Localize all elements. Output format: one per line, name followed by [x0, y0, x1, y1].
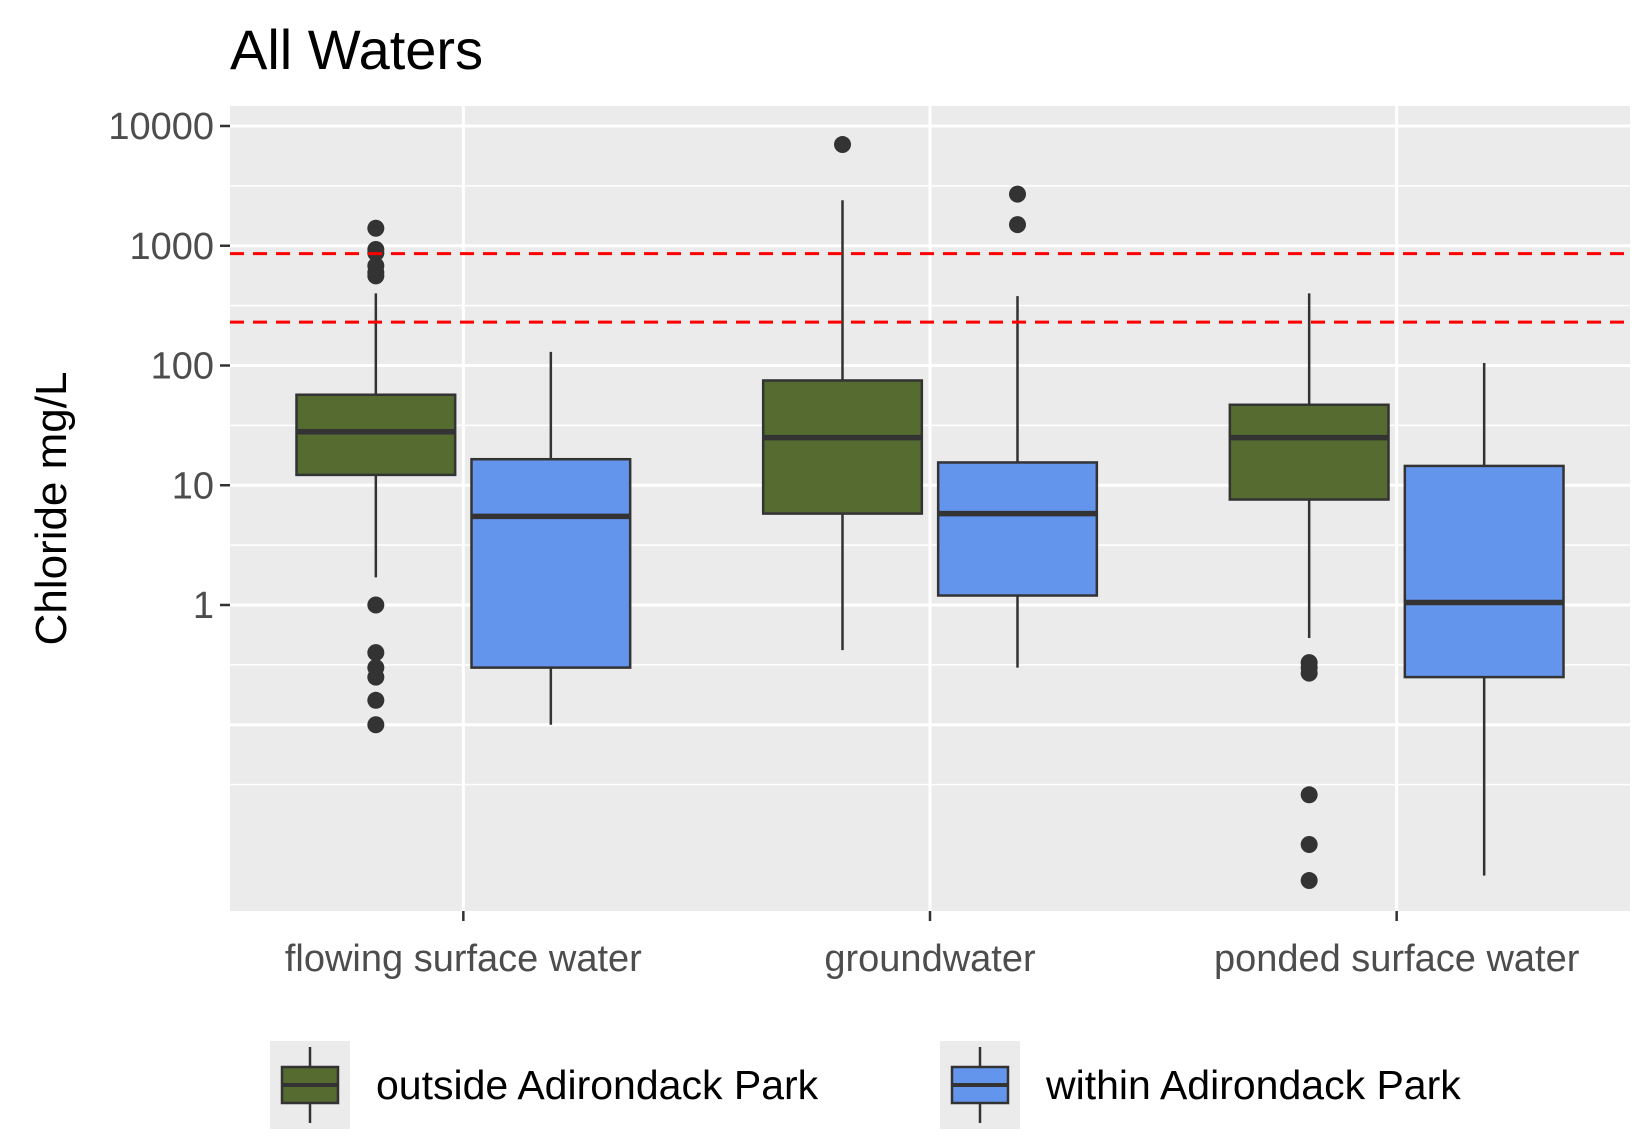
outlier-point: [367, 219, 385, 237]
x-tick-label: groundwater: [824, 938, 1036, 980]
x-tick-label: ponded surface water: [1214, 938, 1580, 980]
outlier-point: [367, 596, 385, 614]
y-tick-label: 1: [193, 585, 214, 627]
outlier-point: [1300, 872, 1318, 890]
y-tick-label: 10: [172, 465, 214, 507]
outlier-point: [367, 644, 385, 662]
legend-label: outside Adirondack Park: [376, 1061, 819, 1108]
legend-item: within Adirondack Park: [940, 1040, 1461, 1130]
y-tick-label: 1000: [129, 226, 214, 268]
outlier-point: [367, 267, 385, 285]
chart-title: All Waters: [230, 18, 484, 81]
outlier-point: [367, 668, 385, 686]
y-tick-label: 10000: [108, 106, 214, 148]
box-iqr: [1403, 464, 1565, 679]
box-iqr: [295, 393, 457, 477]
y-axis-label: Chloride mg/L: [27, 372, 76, 646]
legend: outside Adirondack Park within Adirondack…: [0, 1040, 1644, 1140]
legend-key: [270, 1041, 350, 1129]
plot-area: 1 10 100 1000 10000 flowing surface water grou…: [27, 106, 1630, 980]
legend-label: within Adirondack Park: [1046, 1061, 1461, 1108]
outlier-point: [1300, 664, 1318, 682]
outlier-point: [1300, 786, 1318, 804]
legend-item: outside Adirondack Park: [270, 1040, 818, 1130]
outlier-point: [1009, 216, 1026, 234]
box-iqr: [470, 457, 632, 669]
outlier-point: [1009, 185, 1026, 203]
box-iqr: [936, 461, 1099, 597]
outlier-point: [367, 716, 385, 734]
legend-key: [940, 1041, 1020, 1129]
outlier-point: [1300, 836, 1318, 853]
outlier-point: [834, 136, 851, 154]
box-iqr: [761, 379, 924, 515]
x-tick-label: flowing surface water: [285, 938, 642, 980]
outlier-point: [367, 691, 385, 709]
y-tick-label: 100: [151, 346, 214, 388]
box-iqr: [1228, 403, 1390, 501]
